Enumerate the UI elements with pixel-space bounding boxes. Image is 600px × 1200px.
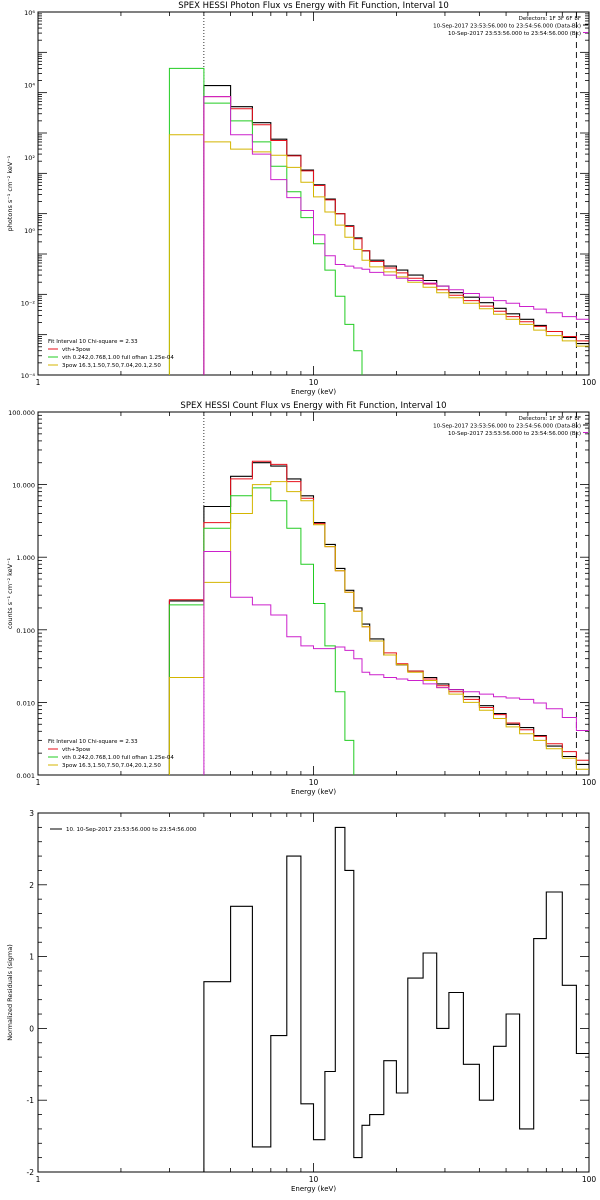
y-tick-label: 0.100 <box>16 627 35 635</box>
legend-entry: Fit Interval 10 Chi-square = 2.33 <box>48 339 138 345</box>
series-line-vth-3pow <box>168 460 589 775</box>
y-tick-label: 1.000 <box>16 554 35 562</box>
legend-entry: 3pow 16.3,1.50,7.50,7.04,20.1,2.50 <box>62 763 161 769</box>
y-tick-label: 2 <box>29 881 34 890</box>
series-line-3pow <box>168 134 589 375</box>
series-line-vth <box>168 67 363 375</box>
y-axis-label: photons s⁻¹ cm⁻² keV⁻¹ <box>6 155 14 231</box>
series-line-data-bk <box>203 85 589 375</box>
y-tick-label: 10⁻⁴ <box>21 372 36 380</box>
x-tick-label: 10 <box>309 378 319 387</box>
series-line-vth <box>168 487 355 775</box>
y-tick-label: 10.000 <box>12 482 35 490</box>
chart-panel-1: SPEX HESSI Photon Flux vs Energy with Fi… <box>6 1 597 396</box>
x-tick-label: 1 <box>36 778 41 787</box>
chart-title: SPEX HESSI Photon Flux vs Energy with Fi… <box>178 1 449 11</box>
legend-entry: Fit Interval 10 Chi-square = 2.33 <box>48 739 138 745</box>
x-axis-label: Energy (keV) <box>291 388 336 396</box>
detector-header-line: 10-Sep-2017 23:53:56.000 to 23:54:56.000… <box>433 24 581 30</box>
y-tick-label: 100.000 <box>8 409 35 417</box>
series-line-bk <box>203 551 589 775</box>
legend-entry: 3pow 16.3,1.50,7.50,7.04,20.1,2.50 <box>62 363 161 369</box>
legend-entry: 10. 10-Sep-2017 23:53:56.000 to 23:54:56… <box>66 827 197 833</box>
y-tick-label: 0 <box>29 1024 34 1033</box>
series-line-data-bk <box>168 462 589 775</box>
x-tick-label: 1 <box>36 1175 41 1184</box>
chart-title: SPEX HESSI Count Flux vs Energy with Fit… <box>180 401 446 411</box>
y-axis-label: counts s⁻¹ cm⁻² keV⁻¹ <box>6 557 14 629</box>
x-axis-label: Energy (keV) <box>291 1185 336 1193</box>
series-line-vth-3pow <box>203 96 589 375</box>
detector-header-line: 10-Sep-2017 23:53:56.000 to 23:54:56.000… <box>448 431 581 437</box>
y-tick-label: 10⁴ <box>24 82 35 90</box>
legend-entry: vth+3pow <box>62 347 91 353</box>
y-tick-label: 10² <box>24 154 35 162</box>
detector-header-line: 10-Sep-2017 23:53:56.000 to 23:54:56.000… <box>433 424 581 430</box>
y-axis-label: Normalized Residuals (sigma) <box>6 944 14 1041</box>
y-tick-label: -1 <box>27 1096 35 1105</box>
x-tick-label: 100 <box>582 1175 597 1184</box>
legend-entry: vth 0.242,0.768,1.00 full ofhan 1.25e-04 <box>62 755 174 761</box>
series-line-bk <box>203 96 589 375</box>
detector-header-line: Detectors: 1F 3F 6F 8F <box>519 416 581 422</box>
y-tick-label: 3 <box>29 809 34 818</box>
detector-header-line: Detectors: 1F 3F 6F 8F <box>519 16 581 22</box>
x-tick-label: 100 <box>582 778 597 787</box>
x-axis-label: Energy (keV) <box>291 788 336 796</box>
chart-panel-2: SPEX HESSI Count Flux vs Energy with Fit… <box>6 401 597 796</box>
y-tick-label: 1 <box>29 953 34 962</box>
x-tick-label: 10 <box>309 1175 319 1184</box>
legend-entry: vth 0.242,0.768,1.00 full ofhan 1.25e-04 <box>62 355 174 361</box>
x-tick-label: 10 <box>309 778 319 787</box>
series-line-10-10-sep-2017-23-53-56-000-to-23-54-56-000 <box>203 826 589 1172</box>
legend-entry: vth+3pow <box>62 747 91 753</box>
y-tick-label: 0.010 <box>16 699 35 707</box>
x-tick-label: 1 <box>36 378 41 387</box>
y-tick-label: 10⁶ <box>24 9 35 17</box>
y-tick-label: 10⁻² <box>21 299 36 307</box>
y-tick-label: 0.001 <box>16 772 35 780</box>
y-tick-label: 10⁰ <box>24 227 35 235</box>
series-line-3pow <box>168 481 589 775</box>
chart-panel-3: 1 10 100 Energy (keV) -2 -1 0 1 2 3 Normalized Res… <box>6 809 597 1193</box>
detector-header-line: 10-Sep-2017 23:53:56.000 to 23:54:56.000… <box>448 31 581 37</box>
x-tick-label: 100 <box>582 378 597 387</box>
y-tick-label: -2 <box>27 1168 35 1177</box>
